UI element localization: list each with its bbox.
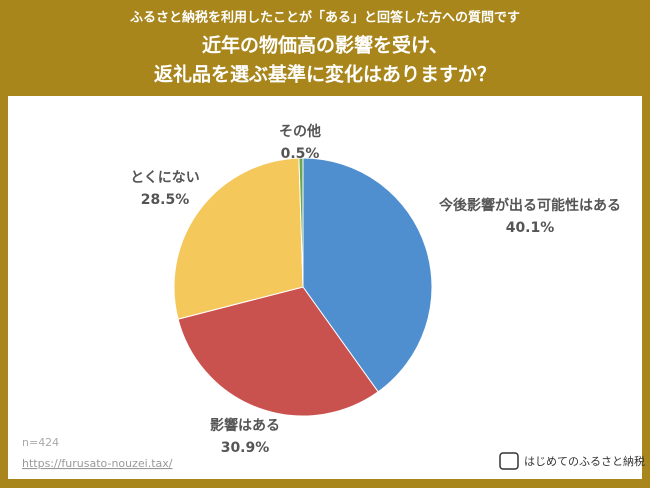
sample-size: n=424 <box>22 436 59 449</box>
chart-title: 返礼品を選ぶ基準に変化はありますか？ <box>154 63 496 86</box>
pie-slice <box>298 157 304 288</box>
slice-value: 28.5% <box>141 192 190 208</box>
pie-slice <box>173 157 304 320</box>
chart-subtitle: ふるさと納税を利用したことが「ある」と回答した方への質問です <box>130 10 520 26</box>
slice-label: その他 <box>279 123 321 140</box>
slice-label: とくにない <box>130 170 200 186</box>
slice-value: 40.1% <box>506 220 555 236</box>
logo-icon <box>499 452 519 470</box>
source-link[interactable]: https://furusato-nouzei.tax/ <box>22 457 173 470</box>
slice-label: 今後影響が出る可能性はある <box>438 197 621 214</box>
slice-value: 30.9% <box>221 440 270 456</box>
chart-title: 近年の物価高の影響を受け、 <box>202 34 448 57</box>
logo-text: はじめてのふるさと納税 <box>524 454 645 468</box>
slice-label: 影響はある <box>210 417 280 434</box>
pie-slice <box>177 286 379 417</box>
pie-slice <box>302 157 433 393</box>
slice-value: 0.5% <box>281 146 320 162</box>
